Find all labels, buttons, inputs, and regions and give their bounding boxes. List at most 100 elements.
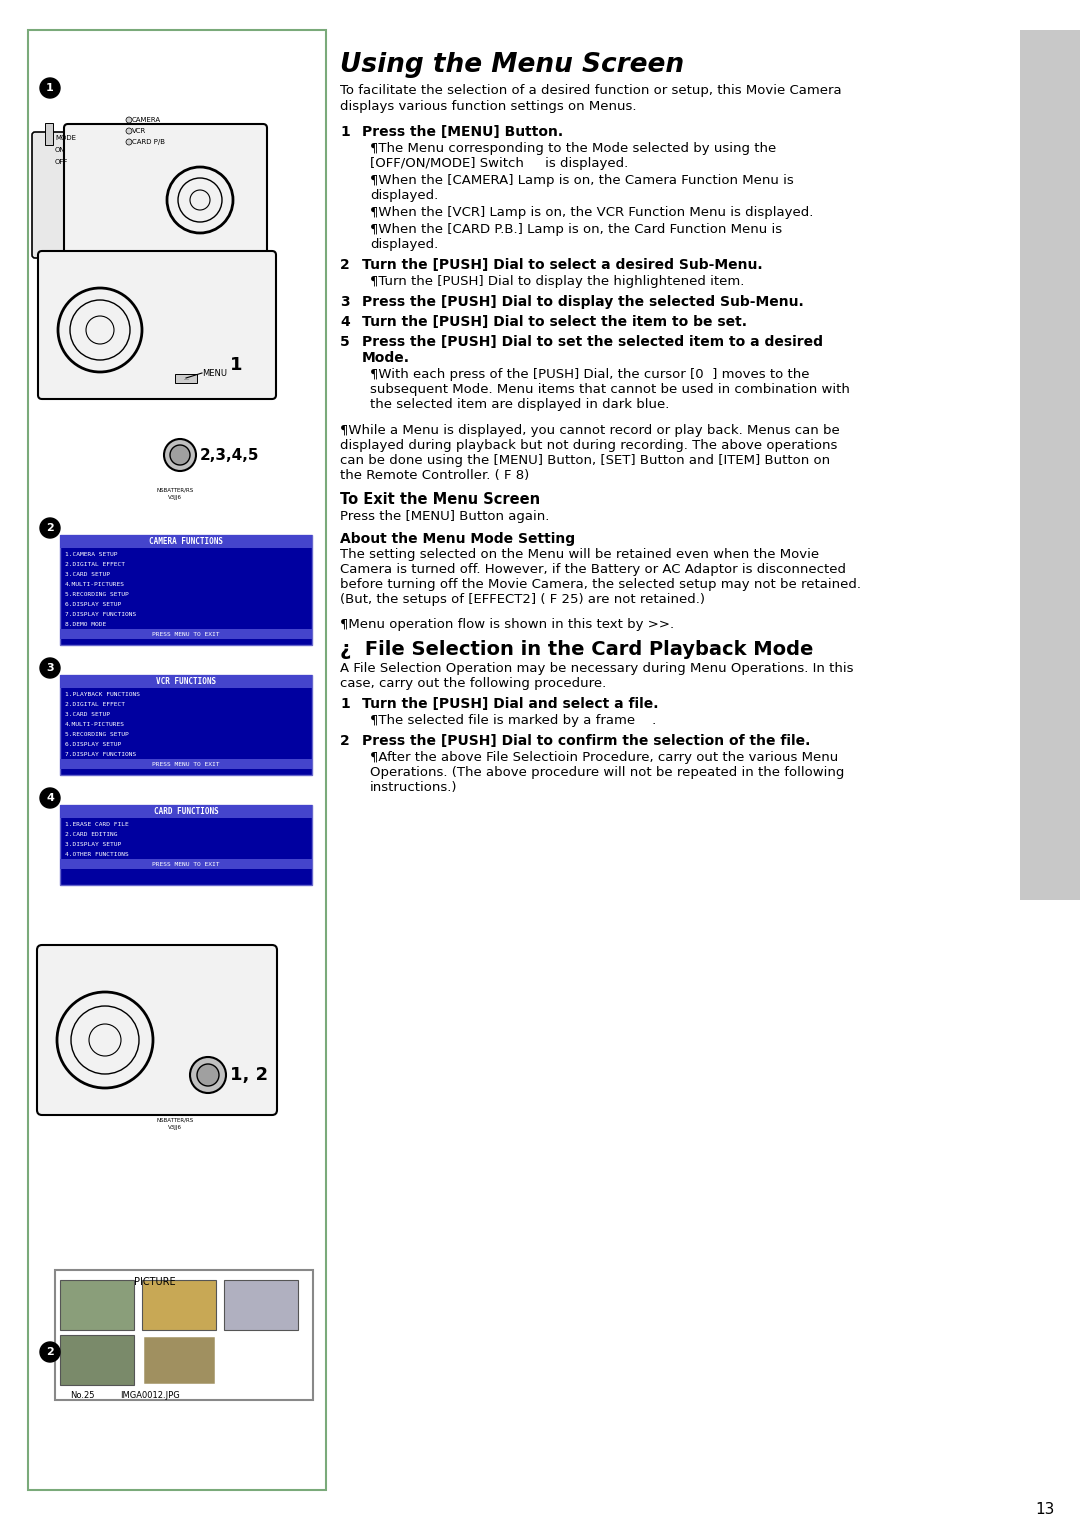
Text: case, carry out the following procedure.: case, carry out the following procedure. (340, 678, 606, 690)
FancyBboxPatch shape (64, 124, 267, 262)
Text: Using the Menu Screen: Using the Menu Screen (340, 52, 684, 78)
Text: To facilitate the selection of a desired function or setup, this Movie Camera: To facilitate the selection of a desired… (340, 84, 841, 98)
Text: 7.DISPLAY FUNCTIONS: 7.DISPLAY FUNCTIONS (65, 751, 136, 757)
Text: 1: 1 (230, 356, 243, 374)
Circle shape (40, 658, 60, 678)
Text: displayed during playback but not during recording. The above operations: displayed during playback but not during… (340, 439, 837, 452)
Text: Press the [PUSH] Dial to confirm the selection of the file.: Press the [PUSH] Dial to confirm the sel… (362, 734, 810, 748)
Text: ¶When the [CARD P.B.] Lamp is on, the Card Function Menu is: ¶When the [CARD P.B.] Lamp is on, the Ca… (370, 223, 782, 237)
Text: CAMERA: CAMERA (132, 118, 161, 124)
Text: 5.RECORDING SETUP: 5.RECORDING SETUP (65, 731, 129, 737)
Circle shape (40, 1341, 60, 1363)
Text: 4.MULTI-PICTURES: 4.MULTI-PICTURES (65, 722, 125, 726)
Text: 3.CARD SETUP: 3.CARD SETUP (65, 711, 110, 717)
Text: 4: 4 (46, 794, 54, 803)
Text: PICTURE: PICTURE (134, 1277, 176, 1286)
Bar (60, 859, 312, 868)
Text: No.25: No.25 (70, 1390, 95, 1399)
Text: [OFF/ON/MODE] Switch     is displayed.: [OFF/ON/MODE] Switch is displayed. (370, 157, 629, 169)
Text: displayed.: displayed. (370, 189, 438, 201)
Text: Operations. (The above procedure will not be repeated in the following: Operations. (The above procedure will no… (370, 766, 845, 778)
Text: About the Menu Mode Setting: About the Menu Mode Setting (340, 533, 576, 546)
Text: 4.MULTI-PICTURES: 4.MULTI-PICTURES (65, 581, 125, 586)
Text: MODE: MODE (55, 134, 76, 140)
Bar (141, 1335, 216, 1386)
Text: The setting selected on the Menu will be retained even when the Movie: The setting selected on the Menu will be… (340, 548, 819, 562)
Text: 2,3,4,5: 2,3,4,5 (200, 447, 259, 462)
Text: displayed.: displayed. (370, 238, 438, 250)
Circle shape (190, 1058, 226, 1093)
Text: 3.CARD SETUP: 3.CARD SETUP (65, 572, 110, 577)
Text: 7.DISPLAY FUNCTIONS: 7.DISPLAY FUNCTIONS (65, 612, 136, 617)
Text: CARD P/B: CARD P/B (132, 139, 165, 145)
Text: displays various function settings on Menus.: displays various function settings on Me… (340, 101, 636, 113)
Circle shape (164, 439, 195, 472)
Circle shape (126, 139, 132, 145)
Text: Press the [PUSH] Dial to display the selected Sub-Menu.: Press the [PUSH] Dial to display the sel… (362, 295, 804, 308)
Text: 1.CAMERA SETUP: 1.CAMERA SETUP (65, 551, 118, 557)
Text: IMGA0012.JPG: IMGA0012.JPG (120, 1390, 179, 1399)
Text: VCR: VCR (132, 128, 146, 134)
Text: 3: 3 (340, 295, 350, 308)
Bar (60, 1280, 134, 1331)
Text: ¶When the [VCR] Lamp is on, the VCR Function Menu is displayed.: ¶When the [VCR] Lamp is on, the VCR Func… (370, 206, 813, 220)
Text: Press the [MENU] Button again.: Press the [MENU] Button again. (340, 510, 550, 523)
Text: 2: 2 (46, 523, 54, 533)
Circle shape (126, 118, 132, 124)
Text: V3JJ6: V3JJ6 (168, 1126, 183, 1131)
Bar (60, 629, 312, 639)
Text: the selected item are displayed in dark blue.: the selected item are displayed in dark … (370, 398, 670, 410)
Text: ON: ON (55, 146, 66, 153)
Bar (60, 1335, 134, 1386)
Text: ¶The selected file is marked by a frame    .: ¶The selected file is marked by a frame … (370, 714, 657, 726)
Text: To Exit the Menu Screen: To Exit the Menu Screen (340, 491, 540, 507)
Bar (60, 674, 312, 688)
Text: before turning off the Movie Camera, the selected setup may not be retained.: before turning off the Movie Camera, the… (340, 578, 861, 591)
Text: instructions.): instructions.) (370, 781, 458, 794)
FancyBboxPatch shape (37, 945, 276, 1116)
Text: V3JJ6: V3JJ6 (168, 496, 183, 501)
Text: 5: 5 (340, 336, 350, 349)
Bar (60, 806, 312, 885)
Circle shape (40, 787, 60, 807)
Text: 3.DISPLAY SETUP: 3.DISPLAY SETUP (65, 841, 121, 847)
Text: 2: 2 (340, 258, 350, 272)
Circle shape (40, 517, 60, 539)
Text: 8.DEMO MODE: 8.DEMO MODE (65, 621, 106, 627)
Bar (55, 1270, 313, 1399)
Text: 4: 4 (340, 314, 350, 330)
Text: ¶After the above File Selectioin Procedure, carry out the various Menu: ¶After the above File Selectioin Procedu… (370, 751, 838, 765)
Text: ¶With each press of the [PUSH] Dial, the cursor [0  ] moves to the: ¶With each press of the [PUSH] Dial, the… (370, 368, 810, 382)
Text: 3: 3 (46, 662, 54, 673)
Text: A File Selection Operation may be necessary during Menu Operations. In this: A File Selection Operation may be necess… (340, 662, 853, 674)
Text: 1.PLAYBACK FUNCTIONS: 1.PLAYBACK FUNCTIONS (65, 691, 140, 696)
FancyBboxPatch shape (38, 250, 276, 398)
Text: PRESS MENU TO EXIT: PRESS MENU TO EXIT (152, 862, 219, 867)
Text: 1.ERASE CARD FILE: 1.ERASE CARD FILE (65, 821, 129, 827)
Bar (45, 124, 53, 145)
Circle shape (197, 1064, 219, 1087)
Text: ¶Turn the [PUSH] Dial to display the highlightened item.: ¶Turn the [PUSH] Dial to display the hig… (370, 275, 744, 288)
Text: the Remote Controller. ( F 8): the Remote Controller. ( F 8) (340, 468, 529, 482)
Text: VCR FUNCTIONS: VCR FUNCTIONS (156, 678, 216, 687)
Bar (141, 1280, 216, 1331)
Circle shape (170, 446, 190, 465)
Text: 1: 1 (340, 697, 350, 711)
Text: Turn the [PUSH] Dial to select the item to be set.: Turn the [PUSH] Dial to select the item … (362, 314, 747, 330)
Text: 2: 2 (46, 1347, 54, 1357)
Bar (60, 536, 312, 645)
Text: 2.DIGITAL EFFECT: 2.DIGITAL EFFECT (65, 562, 125, 566)
Text: 2: 2 (340, 734, 350, 748)
Text: 1, 2: 1, 2 (230, 1067, 268, 1083)
Bar (224, 1280, 298, 1331)
Text: ¶While a Menu is displayed, you cannot record or play back. Menus can be: ¶While a Menu is displayed, you cannot r… (340, 424, 840, 436)
Text: 6.DISPLAY SETUP: 6.DISPLAY SETUP (65, 601, 121, 606)
Text: Press the [MENU] Button.: Press the [MENU] Button. (362, 125, 563, 139)
Text: Turn the [PUSH] Dial and select a file.: Turn the [PUSH] Dial and select a file. (362, 697, 659, 711)
Text: 2.DIGITAL EFFECT: 2.DIGITAL EFFECT (65, 702, 125, 707)
FancyBboxPatch shape (32, 133, 76, 258)
Text: Camera is turned off. However, if the Battery or AC Adaptor is disconnected: Camera is turned off. However, if the Ba… (340, 563, 846, 575)
Bar (60, 758, 312, 769)
Text: Press the [PUSH] Dial to set the selected item to a desired: Press the [PUSH] Dial to set the selecte… (362, 336, 823, 349)
Text: can be done using the [MENU] Button, [SET] Button and [ITEM] Button on: can be done using the [MENU] Button, [SE… (340, 455, 831, 467)
